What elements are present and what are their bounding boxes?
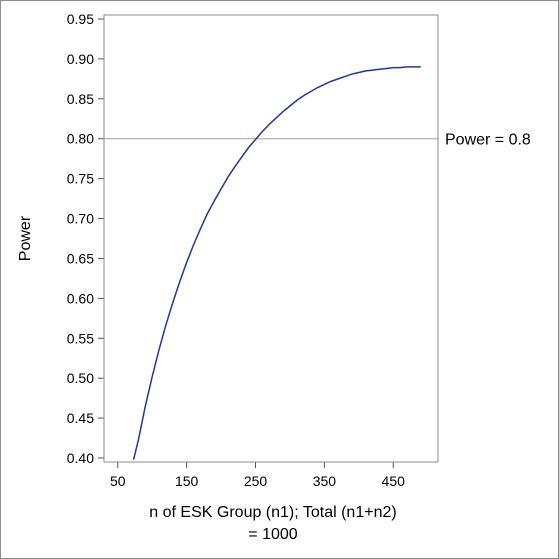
y-tick-label: 0.75	[67, 171, 94, 187]
y-tick-label: 0.90	[67, 51, 94, 67]
x-axis-label-line1: n of ESK Group (n1); Total (n1+n2)	[149, 504, 396, 521]
y-tick-label: 0.70	[67, 211, 94, 227]
y-tick-label: 0.85	[67, 91, 94, 107]
y-tick-label: 0.80	[67, 131, 94, 147]
x-tick-label: 50	[110, 473, 126, 489]
reference-line-label: Power = 0.8	[445, 132, 531, 149]
x-axis-label-line2: = 1000	[248, 526, 297, 543]
y-axis-label: Power	[17, 215, 34, 261]
y-tick-label: 0.40	[67, 450, 94, 466]
x-tick-label: 350	[313, 473, 337, 489]
x-axis-ticks: 50 150 250 350 450	[110, 462, 405, 489]
series-group	[132, 66, 421, 460]
y-tick-label: 0.60	[67, 290, 94, 306]
power-curve	[132, 66, 421, 460]
plot-area-border	[103, 14, 439, 463]
y-axis-ticks: 0.40 0.45 0.50 0.55 0.60 0.65 0.70 0.75 0.80 0.85…	[67, 11, 104, 466]
x-tick-label: 250	[244, 473, 268, 489]
x-tick-label: 150	[175, 473, 199, 489]
x-tick-label: 450	[382, 473, 406, 489]
y-tick-label: 0.65	[67, 250, 94, 266]
y-tick-label: 0.95	[67, 11, 94, 27]
y-tick-label: 0.50	[67, 370, 94, 386]
y-tick-label: 0.55	[67, 330, 94, 346]
y-tick-label: 0.45	[67, 410, 94, 426]
